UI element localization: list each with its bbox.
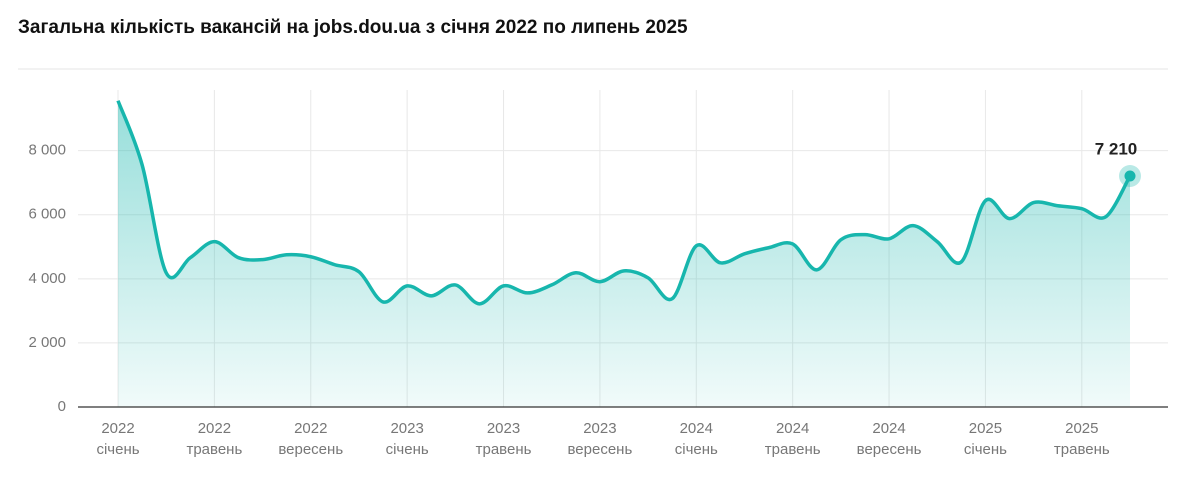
x-tick-label: вересень [857,441,922,458]
x-tick-year: 2023 [583,420,616,437]
x-tick-label: січень [386,441,429,458]
x-tick-label: січень [964,441,1007,458]
x-tick-year: 2022 [198,420,231,437]
area [118,100,1130,408]
x-tick-year: 2024 [680,420,713,437]
x-tick-year: 2023 [487,420,520,437]
x-tick-year: 2022 [294,420,327,437]
x-tick-year: 2023 [390,420,423,437]
value-label: 7 210 [1095,139,1138,158]
x-tick-year: 2024 [776,420,809,437]
x-tick-label: вересень [278,441,343,458]
x-tick-label: травень [476,441,532,458]
line [116,100,1132,306]
x-tick-year: 2024 [872,420,905,437]
x-tick-label: січень [675,441,718,458]
x-tick-year: 2022 [101,420,134,437]
y-tick-label: 8 000 [28,142,66,159]
x-tick-label: вересень [568,441,633,458]
y-tick-label: 0 [58,398,66,415]
x-tick-label: січень [96,441,139,458]
marker [1124,170,1136,182]
x-tick-year: 2025 [1065,420,1098,437]
chart-title: Загальна кількість вакансій на jobs.dou.… [18,17,688,38]
y-tick-label: 2 000 [28,334,66,351]
x-tick-label: травень [186,441,242,458]
x-tick-year: 2025 [969,420,1002,437]
y-tick-label: 4 000 [28,270,66,287]
y-tick-label: 6 000 [28,206,66,223]
x-tick-label: травень [1054,441,1110,458]
x-tick-label: травень [765,441,821,458]
